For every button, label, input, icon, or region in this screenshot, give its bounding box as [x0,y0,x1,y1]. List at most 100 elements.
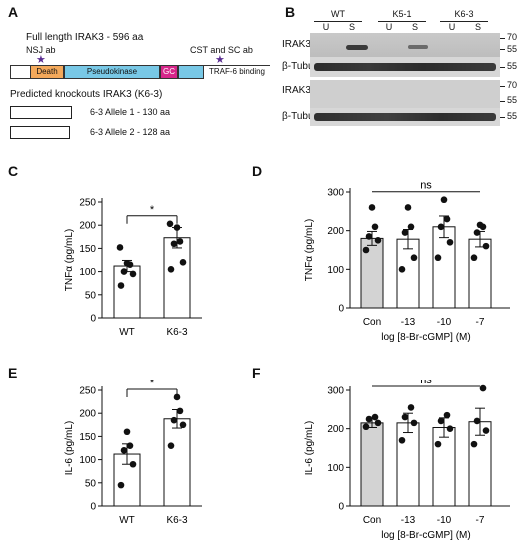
y-tick-label: 200 [79,221,96,232]
y-tick-label: 250 [79,386,96,397]
data-point [173,393,181,401]
data-point [434,254,442,262]
y-axis-label: IL-6 (pg/mL) [64,421,75,475]
y-tick-label: 50 [85,478,97,489]
mw-tick [500,86,505,87]
x-tick-label: Con [363,317,381,328]
bar [432,427,456,507]
data-point [123,259,131,267]
band [314,63,496,71]
mw-marker: 55 [507,44,518,54]
data-point [120,447,128,454]
data-point [446,238,454,246]
lane-label: U [448,22,456,32]
data-point [129,460,137,468]
data-point [440,196,448,204]
y-tick-label: 100 [79,455,96,466]
data-point [362,246,370,254]
band [408,45,428,49]
significance-label: * [150,380,155,389]
band [346,45,368,50]
traf6-binding-region: TRAF-6 binding [204,66,270,80]
y-axis-label: TNFα (pg/mL) [304,219,315,281]
data-point [401,413,409,421]
data-point [407,223,415,231]
data-point [117,282,125,289]
irak3-blot-2 [310,80,500,108]
traf6-binding-label: TRAF-6 binding [208,67,266,76]
data-point [470,254,478,262]
group-label-k6-3: K6-3 [454,9,474,19]
data-point [479,384,487,392]
x-tick-label: WT [119,515,135,526]
mw-marker: 55 [507,61,518,71]
bar [468,238,492,309]
x-tick-label: -13 [401,515,416,526]
data-point [129,270,137,278]
lane-label: S [348,22,355,32]
x-tick-label: K6-3 [166,515,188,526]
y-tick-label: 200 [79,409,96,420]
data-point [371,413,379,421]
full-length-label: Full length IRAK3 - 596 aa [26,32,144,43]
allele1-label: 6-3 Allele 1 - 130 aa [90,107,171,117]
data-point [473,229,481,236]
data-point [116,244,124,251]
group-label-wt: WT [331,9,345,19]
data-point [437,417,445,425]
mw-tick [500,49,505,50]
mw-tick [500,101,505,102]
data-point [365,415,373,423]
bar [163,237,191,319]
group-line-wt [314,21,362,22]
data-point [362,423,370,431]
data-point [176,407,184,415]
data-point [120,268,128,275]
bar [163,418,191,507]
data-point [166,220,174,228]
data-point [170,416,178,424]
panel-letter-c: C [8,163,19,179]
bar [432,226,456,309]
blot-label-tubulin-2: β-Tubulin [282,111,324,122]
significance-label: ns [420,180,432,192]
panel-letter-a: A [8,4,19,20]
x-tick-label: -7 [476,317,485,328]
y-tick-label: 100 [327,265,344,276]
chart-e: 0 50 100 150 200 250 IL-6 (pg/mL) WT K6-3 * [64,380,202,526]
x-tick-label: -10 [437,317,452,328]
data-point [443,411,451,419]
mw-marker: 55 [507,111,518,121]
mw-tick [500,67,505,68]
pseudokinase-domain-label: Pseudokinase [86,67,138,76]
y-tick-label: 250 [79,198,96,209]
significance-label: ns [420,380,432,386]
data-point [404,204,412,211]
data-point [398,436,406,444]
data-point [368,204,376,211]
data-point [117,481,125,489]
data-point [170,240,178,248]
bar [396,238,420,309]
y-tick-label: 200 [327,226,344,237]
y-tick-label: 150 [79,244,96,255]
data-point [371,223,379,231]
cst-epitope-star-icon: ★ [215,54,225,66]
data-point [398,266,406,273]
x-tick-label: WT [119,327,135,338]
panel-letter-e: E [8,365,18,381]
data-point [410,419,418,427]
y-tick-label: 100 [327,463,344,474]
y-tick-label: 0 [338,502,344,513]
mw-marker: 55 [507,95,518,105]
y-tick-label: 200 [327,424,344,435]
group-line-k5-1 [378,21,426,22]
y-tick-label: 0 [90,502,96,513]
data-point [167,442,175,449]
lane-label: S [474,22,481,32]
data-point [407,404,415,411]
data-point [179,259,187,266]
significance-label: * [150,204,155,216]
data-point [482,427,490,434]
y-tick-label: 50 [85,290,97,301]
